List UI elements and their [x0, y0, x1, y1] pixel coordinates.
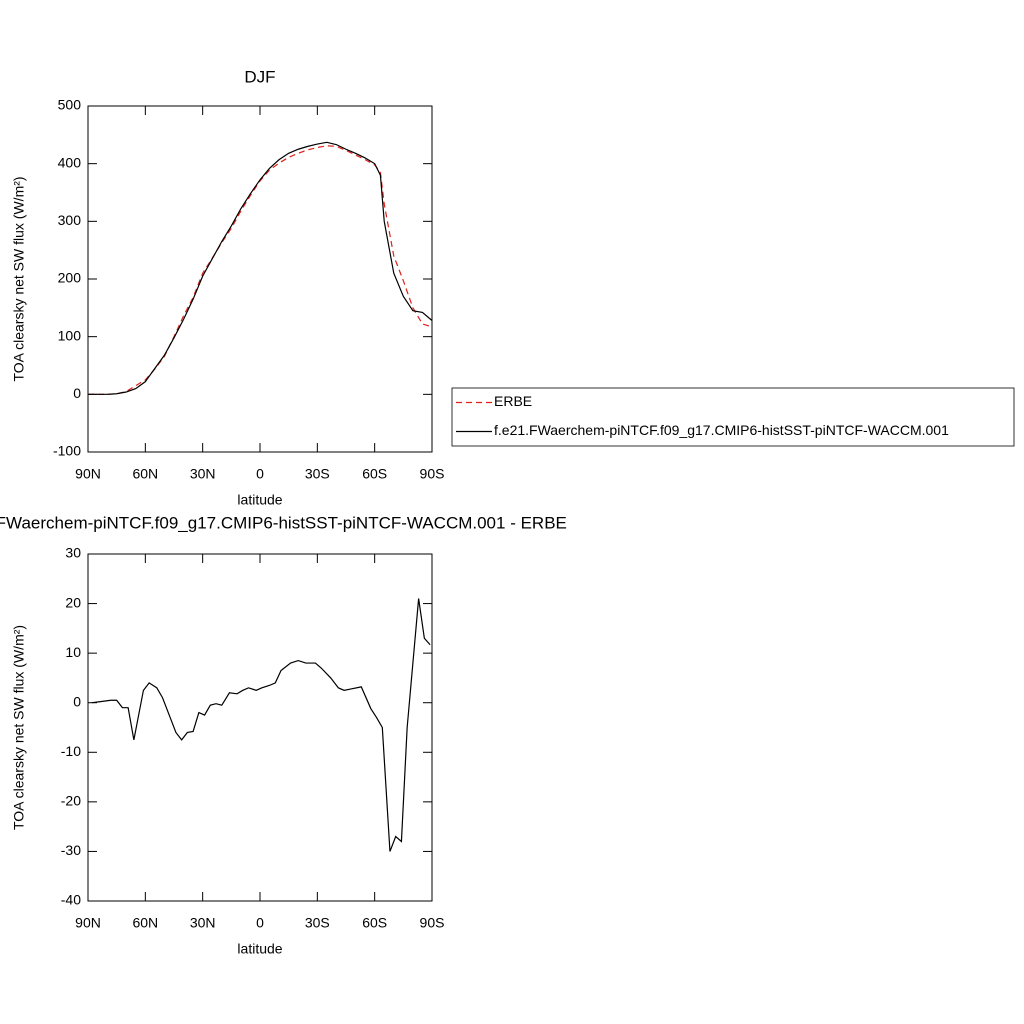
data-line [88, 141, 433, 395]
legend-label: f.e21.FWaerchem-piNTCF.f09_g17.CMIP6-his… [494, 422, 949, 438]
x-tick-label: 0 [256, 915, 264, 931]
y-tick-label: 0 [73, 385, 81, 401]
y-tick-label: 200 [58, 270, 82, 286]
y-tick-label: 20 [65, 594, 81, 610]
y-tick-label: 300 [58, 212, 82, 228]
x-tick-label: 60S [362, 466, 387, 482]
x-tick-label: 60S [362, 915, 387, 931]
y-tick-label: 400 [58, 154, 82, 170]
legend: ERBE f.e21.FWaerchem-piNTCF.f09_g17.CMIP6… [451, 387, 1015, 447]
y-tick-label: -10 [61, 743, 81, 759]
x-tick-label: 60N [132, 915, 158, 931]
y-axis-label: TOA clearsky net SW flux (W/m²) [11, 176, 27, 381]
y-tick-label: -30 [61, 842, 81, 858]
x-tick-label: 30S [305, 466, 330, 482]
legend-label: ERBE [494, 393, 532, 409]
y-tick-label: 0 [73, 693, 81, 709]
y-tick-label: 10 [65, 644, 81, 660]
y-axis-label: TOA clearsky net SW flux (W/m²) [11, 625, 27, 830]
y-tick-label: -40 [61, 892, 81, 908]
chart-title: DJF [244, 67, 275, 86]
x-tick-label: 0 [256, 466, 264, 482]
x-tick-label: 90N [75, 466, 101, 482]
chart-title: f.e21.FWaerchem-piNTCF.f09_g17.CMIP6-his… [0, 513, 567, 532]
x-tick-label: 30S [305, 915, 330, 931]
y-tick-label: 100 [58, 327, 82, 343]
x-tick-label: 90S [420, 466, 445, 482]
x-tick-label: 60N [132, 466, 158, 482]
x-tick-label: 30N [190, 915, 216, 931]
legend-frame [451, 387, 1015, 447]
data-line [88, 145, 433, 395]
data-line [91, 598, 431, 852]
y-tick-label: -20 [61, 793, 81, 809]
plot-frame [87, 553, 433, 902]
x-tick-label: 30N [190, 466, 216, 482]
x-axis-label: latitude [237, 941, 282, 957]
x-axis-label: latitude [237, 492, 282, 508]
y-tick-label: 500 [58, 97, 82, 113]
y-tick-label: -100 [53, 443, 81, 459]
plot-frame [87, 105, 433, 453]
x-tick-label: 90N [75, 915, 101, 931]
x-tick-label: 90S [420, 915, 445, 931]
y-tick-label: 30 [65, 545, 81, 561]
